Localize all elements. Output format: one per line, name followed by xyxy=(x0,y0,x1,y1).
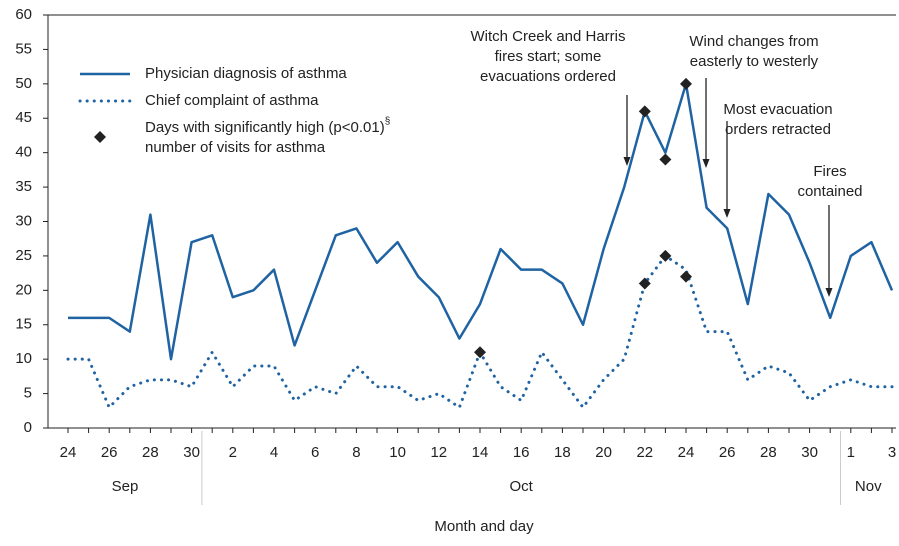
annotation: Witch Creek and Harris xyxy=(470,28,625,45)
significant-day-marker xyxy=(659,249,672,262)
x-tick-label: 28 xyxy=(142,444,159,461)
y-tick-label: 5 xyxy=(24,385,32,402)
data-line xyxy=(66,254,894,409)
x-tick-label: 24 xyxy=(60,444,77,461)
annotation: fires start; some xyxy=(495,48,602,65)
data-line xyxy=(68,82,894,361)
x-tick-label: 30 xyxy=(801,444,818,461)
x-tick-label: 24 xyxy=(678,444,695,461)
legend-label: Physician diagnosis of asthma xyxy=(145,65,347,82)
annotation: easterly to westerly xyxy=(690,53,819,70)
x-tick-label: 12 xyxy=(430,444,447,461)
annotation-arrowhead xyxy=(702,159,710,168)
legend-label: Chief complaint of asthma xyxy=(145,92,319,109)
annotation: orders retracted xyxy=(725,121,831,138)
x-tick-label: 10 xyxy=(389,444,406,461)
x-tick-label: 6 xyxy=(311,444,319,461)
y-tick-label: 60 xyxy=(15,6,32,23)
x-tick-label: 16 xyxy=(513,444,530,461)
x-tick-label: 28 xyxy=(760,444,777,461)
y-tick-label: 40 xyxy=(15,144,32,161)
significant-day-marker xyxy=(474,346,486,359)
annotation: Fires xyxy=(813,163,846,180)
x-axis-title: Month and day xyxy=(434,518,534,535)
y-tick-label: 45 xyxy=(15,109,32,126)
annotation: Wind changes from xyxy=(689,33,818,50)
y-tick-label: 15 xyxy=(15,316,32,333)
x-tick-label: 2 xyxy=(229,444,237,461)
y-tick-label: 30 xyxy=(15,212,32,229)
y-tick-label: 10 xyxy=(15,350,32,367)
y-tick-label: 55 xyxy=(15,40,32,57)
legend-label-line: Days with significantly high (p<0.01) xyxy=(145,119,385,136)
x-tick-label: 22 xyxy=(636,444,653,461)
significant-day-marker xyxy=(680,270,692,283)
y-tick-label: 50 xyxy=(15,75,32,92)
significant-day-marker xyxy=(659,153,672,166)
x-tick-label: 3 xyxy=(888,444,896,461)
x-tick-label: 30 xyxy=(183,444,200,461)
month-label: Sep xyxy=(112,478,139,495)
y-tick-label: 0 xyxy=(24,419,32,436)
significant-day-marker xyxy=(638,105,651,118)
x-tick-label: 20 xyxy=(595,444,612,461)
month-label: Nov xyxy=(855,478,882,495)
x-tick-label: 8 xyxy=(352,444,360,461)
annotation: Most evacuation xyxy=(723,101,832,118)
legend-label: number of visits for asthma xyxy=(145,139,326,156)
significant-day-marker xyxy=(680,77,692,90)
x-tick-label: 26 xyxy=(101,444,118,461)
legend-label: Days with significantly high (p<0.01)§ xyxy=(145,116,390,136)
month-label: Oct xyxy=(510,478,534,495)
x-tick-label: 26 xyxy=(719,444,736,461)
significant-day-marker xyxy=(94,131,106,143)
x-tick-label: 18 xyxy=(554,444,571,461)
y-tick-label: 20 xyxy=(15,281,32,298)
x-tick-label: 14 xyxy=(472,444,489,461)
x-tick-label: 1 xyxy=(847,444,855,461)
annotation-arrowhead xyxy=(825,288,833,297)
y-tick-label: 35 xyxy=(15,178,32,195)
annotation-arrowhead xyxy=(623,157,631,166)
annotation-arrowhead xyxy=(723,209,731,218)
significant-day-marker xyxy=(638,277,651,290)
annotation: contained xyxy=(797,183,862,200)
annotation: evacuations ordered xyxy=(480,68,616,85)
y-tick-label: 25 xyxy=(15,247,32,264)
legend-note: § xyxy=(385,116,391,127)
x-tick-label: 4 xyxy=(270,444,278,461)
